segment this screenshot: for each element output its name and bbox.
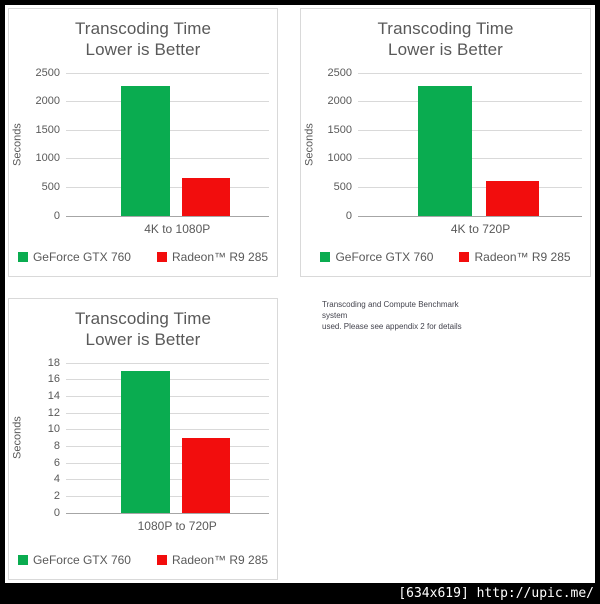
y-axis-title: Seconds <box>11 122 24 166</box>
legend-label-geforce: GeForce GTX 760 <box>32 250 131 264</box>
watermark-text: [634x619] http://upic.me/ <box>398 586 594 601</box>
legend-swatch-red <box>156 555 167 565</box>
chart-title-line2: Lower is Better <box>388 40 503 60</box>
legend: GeForce GTX 760 Radeon™ R9 285 <box>301 250 590 264</box>
chart-body: Seconds 2500 2000 1500 1000 500 0 4K to 1080P <box>9 67 277 236</box>
y-tick-label: 2000 <box>327 95 352 108</box>
y-tick-label: 6 <box>53 456 60 469</box>
bar-geforce-gtx-760 <box>120 370 170 513</box>
y-tick-label: 8 <box>53 439 60 452</box>
bar-geforce-gtx-760 <box>418 85 473 216</box>
y-tick-label: 16 <box>47 373 60 386</box>
chart-title: Transcoding Time Lower is Better <box>301 18 590 61</box>
chart-panel-4k-to-1080p: Transcoding Time Lower is Better Seconds… <box>8 8 278 277</box>
y-tick-label: 10 <box>47 423 60 436</box>
y-tick-label: 1000 <box>327 152 352 165</box>
chart-title-line2: Lower is Better <box>85 40 201 60</box>
legend-item-radeon: Radeon™ R9 285 <box>156 553 269 567</box>
legend-label-radeon: Radeon™ R9 285 <box>171 553 269 567</box>
gridline: 2500 <box>36 67 269 79</box>
watermark-bar: [634x619] http://upic.me/ <box>0 583 600 604</box>
legend-item-radeon: Radeon™ R9 285 <box>156 250 269 264</box>
bar-geforce-gtx-760 <box>120 85 170 216</box>
content-area: Transcoding Time Lower is Better Seconds… <box>5 5 595 583</box>
gridline: 18 <box>48 357 269 369</box>
chart-title-line2: Lower is Better <box>85 330 201 350</box>
chart-body: Seconds 2500 2000 1500 1000 500 0 4K to 720P <box>301 67 590 236</box>
x-axis-line: 0 <box>54 507 269 519</box>
chart-title-line1: Transcoding Time <box>377 19 514 38</box>
legend-swatch-red <box>459 252 470 262</box>
y-axis-title: Seconds <box>303 122 316 166</box>
plot-column: 2500 2000 1500 1000 500 0 4K to 1080P <box>26 67 277 236</box>
y-tick-label: 2000 <box>35 95 60 108</box>
y-tick-label: 2500 <box>35 66 60 79</box>
benchmark-note-line1: Transcoding and Compute Benchmark system <box>322 300 459 320</box>
y-tick-label: 1500 <box>35 123 60 136</box>
x-axis-category: 1080P to 720P <box>137 518 217 533</box>
legend: GeForce GTX 760 Radeon™ R9 285 <box>9 250 277 264</box>
plot-area: 18 16 14 12 10 8 6 4 2 0 <box>48 357 269 519</box>
plot-column: 2500 2000 1500 1000 500 0 4K to 720P <box>318 67 590 236</box>
benchmark-note: Transcoding and Compute Benchmark system… <box>322 300 482 332</box>
bar-radeon-r9-285 <box>181 178 231 216</box>
y-tick-label: 18 <box>47 356 60 369</box>
legend-item-geforce: GeForce GTX 760 <box>17 553 131 567</box>
chart-title: Transcoding Time Lower is Better <box>9 308 277 351</box>
legend-label-geforce: GeForce GTX 760 <box>32 553 131 567</box>
y-tick-label: 14 <box>47 389 60 402</box>
y-tick-label: 0 <box>53 506 60 519</box>
legend-label-geforce: GeForce GTX 760 <box>335 250 434 264</box>
legend-item-geforce: GeForce GTX 760 <box>17 250 131 264</box>
chart-panel-4k-to-720p: Transcoding Time Lower is Better Seconds… <box>300 8 591 277</box>
plot-area: 2500 2000 1500 1000 500 0 <box>328 67 582 222</box>
legend-item-geforce: GeForce GTX 760 <box>320 250 433 264</box>
gridline: 2500 <box>328 67 582 79</box>
y-tick-label: 0 <box>53 209 60 222</box>
chart-panel-1080p-to-720p: Transcoding Time Lower is Better Seconds… <box>8 298 278 580</box>
legend-label-radeon: Radeon™ R9 285 <box>474 250 571 264</box>
legend-swatch-red <box>156 252 167 262</box>
y-tick-label: 0 <box>345 209 352 222</box>
benchmark-note-line2: used. Please see appendix 2 for details <box>322 321 462 331</box>
bar-radeon-r9-285 <box>181 437 231 513</box>
legend-swatch-green <box>17 252 28 262</box>
y-tick-label: 2 <box>53 489 60 502</box>
plot-column: 18 16 14 12 10 8 6 4 2 0 1080P to 720P <box>26 357 277 533</box>
legend-item-radeon: Radeon™ R9 285 <box>459 250 571 264</box>
y-tick-label: 2500 <box>327 66 352 79</box>
y-tick-label: 500 <box>41 180 60 193</box>
bar-radeon-r9-285 <box>485 181 540 216</box>
y-tick-label: 500 <box>333 180 352 193</box>
x-axis-category: 4K to 1080P <box>144 221 211 236</box>
plot-area: 2500 2000 1500 1000 500 0 <box>36 67 269 222</box>
x-axis-line: 0 <box>346 210 582 222</box>
chart-title-line1: Transcoding Time <box>74 309 212 328</box>
y-tick-label: 1500 <box>327 123 352 136</box>
legend-swatch-green <box>17 555 28 565</box>
y-tick-label: 4 <box>53 473 60 486</box>
chart-title: Transcoding Time Lower is Better <box>9 18 277 61</box>
legend: GeForce GTX 760 Radeon™ R9 285 <box>9 553 277 567</box>
x-axis-line: 0 <box>54 210 269 222</box>
chart-body: Seconds 18 16 14 12 10 8 6 4 2 0 1080P to 720P <box>9 357 277 533</box>
y-tick-label: 1000 <box>35 152 60 165</box>
legend-label-radeon: Radeon™ R9 285 <box>171 250 269 264</box>
y-tick-label: 12 <box>47 406 60 419</box>
x-axis-category: 4K to 720P <box>450 221 511 236</box>
chart-title-line1: Transcoding Time <box>74 19 212 38</box>
legend-swatch-green <box>320 252 331 262</box>
